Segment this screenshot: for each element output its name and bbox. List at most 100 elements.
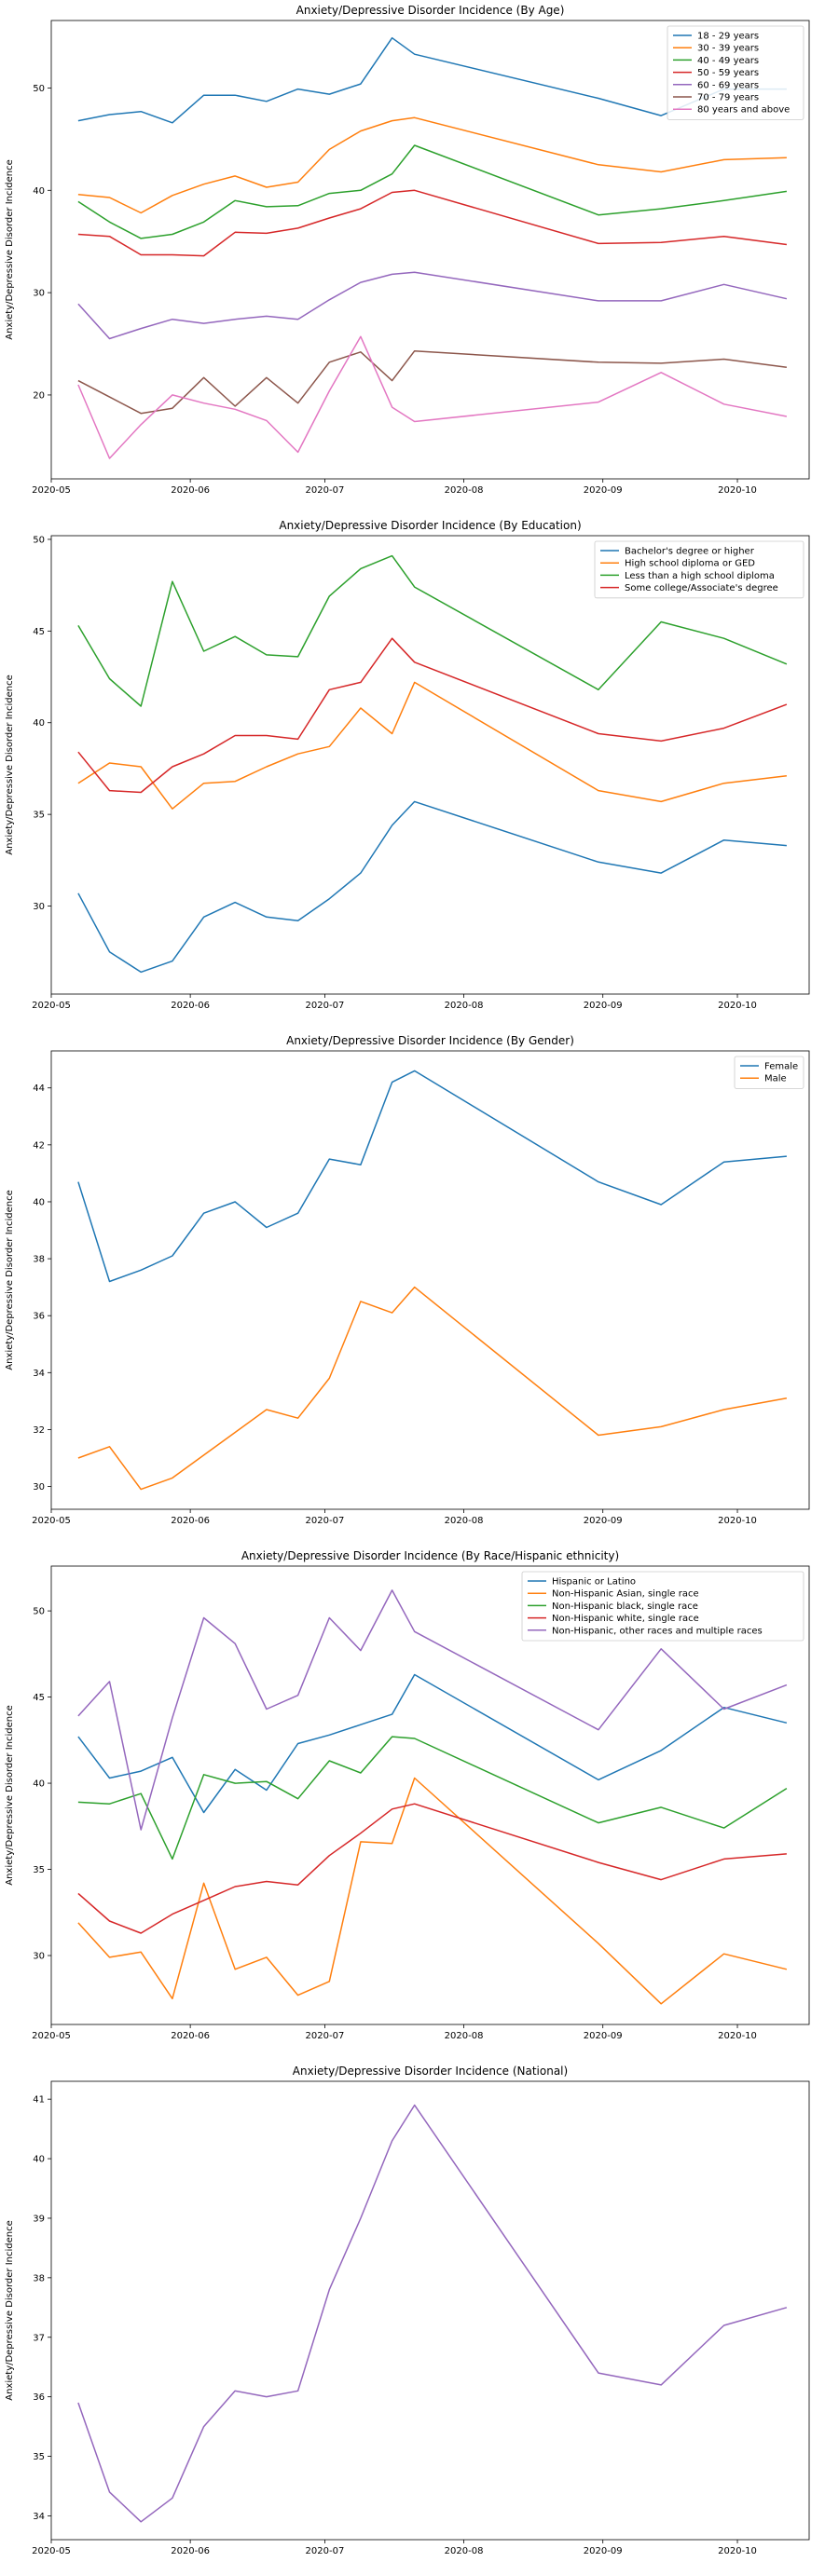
legend-entry: 60 - 69 years xyxy=(697,80,759,90)
x-tick-label: 2020-06 xyxy=(171,485,210,496)
plot-frame xyxy=(50,535,810,995)
series-line-2 xyxy=(77,1736,788,1860)
chart-panel-1: Anxiety/Depressive Disorder Incidence (B… xyxy=(5,519,810,1011)
y-tick-label: 38 xyxy=(33,1255,45,1265)
legend-entry: Less than a high school diploma xyxy=(625,571,775,581)
legend-entry: Non-Hispanic white, single race xyxy=(552,1614,699,1624)
y-axis-label: Anxiety/Depressive Disorder Incidence xyxy=(5,2220,15,2401)
chart-panel-4: Anxiety/Depressive Disorder Incidence (N… xyxy=(5,2065,810,2556)
y-tick-label: 45 xyxy=(33,1693,45,1703)
y-tick-label: 35 xyxy=(33,2452,45,2462)
y-tick-label: 32 xyxy=(33,1425,45,1436)
x-tick-label: 2020-08 xyxy=(445,1001,484,1011)
y-tick-label: 45 xyxy=(33,627,45,637)
y-tick-label: 20 xyxy=(33,390,45,401)
series-line-4 xyxy=(77,271,788,340)
x-tick-label: 2020-08 xyxy=(445,2546,484,2556)
y-axis-label: Anxiety/Depressive Disorder Incidence xyxy=(5,1190,15,1370)
legend-entry: 50 - 59 years xyxy=(697,68,759,78)
plot-frame xyxy=(50,2080,810,2541)
series-line-1 xyxy=(77,1777,788,2005)
x-tick-label: 2020-09 xyxy=(584,1001,623,1011)
series-line-5 xyxy=(77,349,787,415)
legend: 18 - 29 years 30 - 39 years 40 - 49 years 5… xyxy=(667,25,804,120)
x-tick-label: 2020-08 xyxy=(445,485,484,496)
y-tick-label: 34 xyxy=(33,2512,45,2522)
legend-entry: 18 - 29 years xyxy=(697,32,759,42)
x-tick-label: 2020-10 xyxy=(718,485,757,496)
x-tick-label: 2020-05 xyxy=(32,1516,71,1526)
legend-entry: Non-Hispanic Asian, single race xyxy=(552,1589,699,1600)
legend: Female Male xyxy=(734,1056,804,1089)
y-tick-label: 36 xyxy=(33,1312,45,1322)
chart-title: Anxiety/Depressive Disorder Incidence (B… xyxy=(241,1549,619,1562)
y-tick-label: 42 xyxy=(33,1140,45,1151)
x-tick-label: 2020-09 xyxy=(584,485,623,496)
series-line-0 xyxy=(77,2104,788,2523)
legend-entry: 30 - 39 years xyxy=(697,44,759,54)
plot-frame xyxy=(50,1050,810,1510)
legend-entry: 40 - 49 years xyxy=(697,56,759,66)
chart-title: Anxiety/Depressive Disorder Incidence (B… xyxy=(286,1034,574,1047)
x-tick-label: 2020-09 xyxy=(584,2031,623,2041)
x-tick-label: 2020-05 xyxy=(32,1001,71,1011)
legend-entry: 80 years and above xyxy=(697,105,790,116)
y-tick-label: 35 xyxy=(33,1865,45,1875)
x-tick-label: 2020-06 xyxy=(171,1001,210,1011)
series-line-1 xyxy=(77,681,787,810)
y-tick-label: 40 xyxy=(33,718,45,729)
x-tick-label: 2020-07 xyxy=(306,1001,345,1011)
x-tick-label: 2020-08 xyxy=(445,1516,484,1526)
legend-entry: Bachelor's degree or higher xyxy=(625,547,755,557)
legend-entry: Non-Hispanic, other races and multiple r… xyxy=(552,1626,763,1636)
legend-entry: High school diploma or GED xyxy=(625,559,755,569)
legend-box xyxy=(521,1571,804,1642)
y-tick-label: 40 xyxy=(33,1779,45,1790)
series-line-0 xyxy=(77,800,787,974)
chart-title: Anxiety/Depressive Disorder Incidence (B… xyxy=(279,519,581,532)
x-tick-label: 2020-10 xyxy=(718,1001,757,1011)
x-tick-label: 2020-05 xyxy=(32,2031,71,2041)
series-line-6 xyxy=(77,335,788,459)
x-tick-label: 2020-07 xyxy=(306,2546,345,2556)
y-tick-label: 44 xyxy=(33,1084,45,1094)
y-tick-label: 38 xyxy=(33,2273,45,2283)
y-tick-label: 30 xyxy=(33,289,45,299)
y-axis-label: Anxiety/Depressive Disorder Incidence xyxy=(5,1705,15,1886)
y-tick-label: 30 xyxy=(33,1482,45,1492)
chart-title: Anxiety/Depressive Disorder Incidence (B… xyxy=(296,4,565,17)
legend-entry: Non-Hispanic black, single race xyxy=(552,1601,698,1612)
x-tick-label: 2020-10 xyxy=(718,2031,757,2041)
legend-entry: 70 - 79 years xyxy=(697,93,759,103)
y-tick-label: 40 xyxy=(33,2155,45,2165)
y-tick-label: 39 xyxy=(33,2214,45,2224)
x-tick-label: 2020-06 xyxy=(171,2546,210,2556)
y-axis-label: Anxiety/Depressive Disorder Incidence xyxy=(5,675,15,855)
y-tick-label: 30 xyxy=(33,1952,45,1962)
y-tick-label: 40 xyxy=(33,1197,45,1207)
legend-box xyxy=(734,1056,804,1089)
series-line-1 xyxy=(77,1286,788,1491)
x-tick-label: 2020-06 xyxy=(171,1516,210,1526)
legend-entry: Hispanic or Latino xyxy=(552,1577,636,1588)
x-tick-label: 2020-07 xyxy=(306,485,345,496)
series-line-3 xyxy=(77,637,788,794)
y-tick-label: 36 xyxy=(33,2392,45,2403)
legend-entry: Female xyxy=(764,1062,798,1072)
series-line-0 xyxy=(77,36,787,124)
x-tick-label: 2020-09 xyxy=(584,1516,623,1526)
legend-entry: Male xyxy=(764,1074,787,1084)
plot-frame xyxy=(50,1565,810,2025)
chart-title: Anxiety/Depressive Disorder Incidence (N… xyxy=(293,2065,568,2078)
series-line-2 xyxy=(77,554,788,707)
series-line-3 xyxy=(77,1803,787,1934)
chart-panel-0: Anxiety/Depressive Disorder Incidence (B… xyxy=(5,4,810,496)
series-line-2 xyxy=(77,144,788,239)
x-tick-label: 2020-06 xyxy=(171,2031,210,2041)
legend-entry: Some college/Associate's degree xyxy=(625,583,778,593)
y-tick-label: 37 xyxy=(33,2333,45,2343)
legend-box xyxy=(594,540,804,599)
x-tick-label: 2020-10 xyxy=(718,2546,757,2556)
